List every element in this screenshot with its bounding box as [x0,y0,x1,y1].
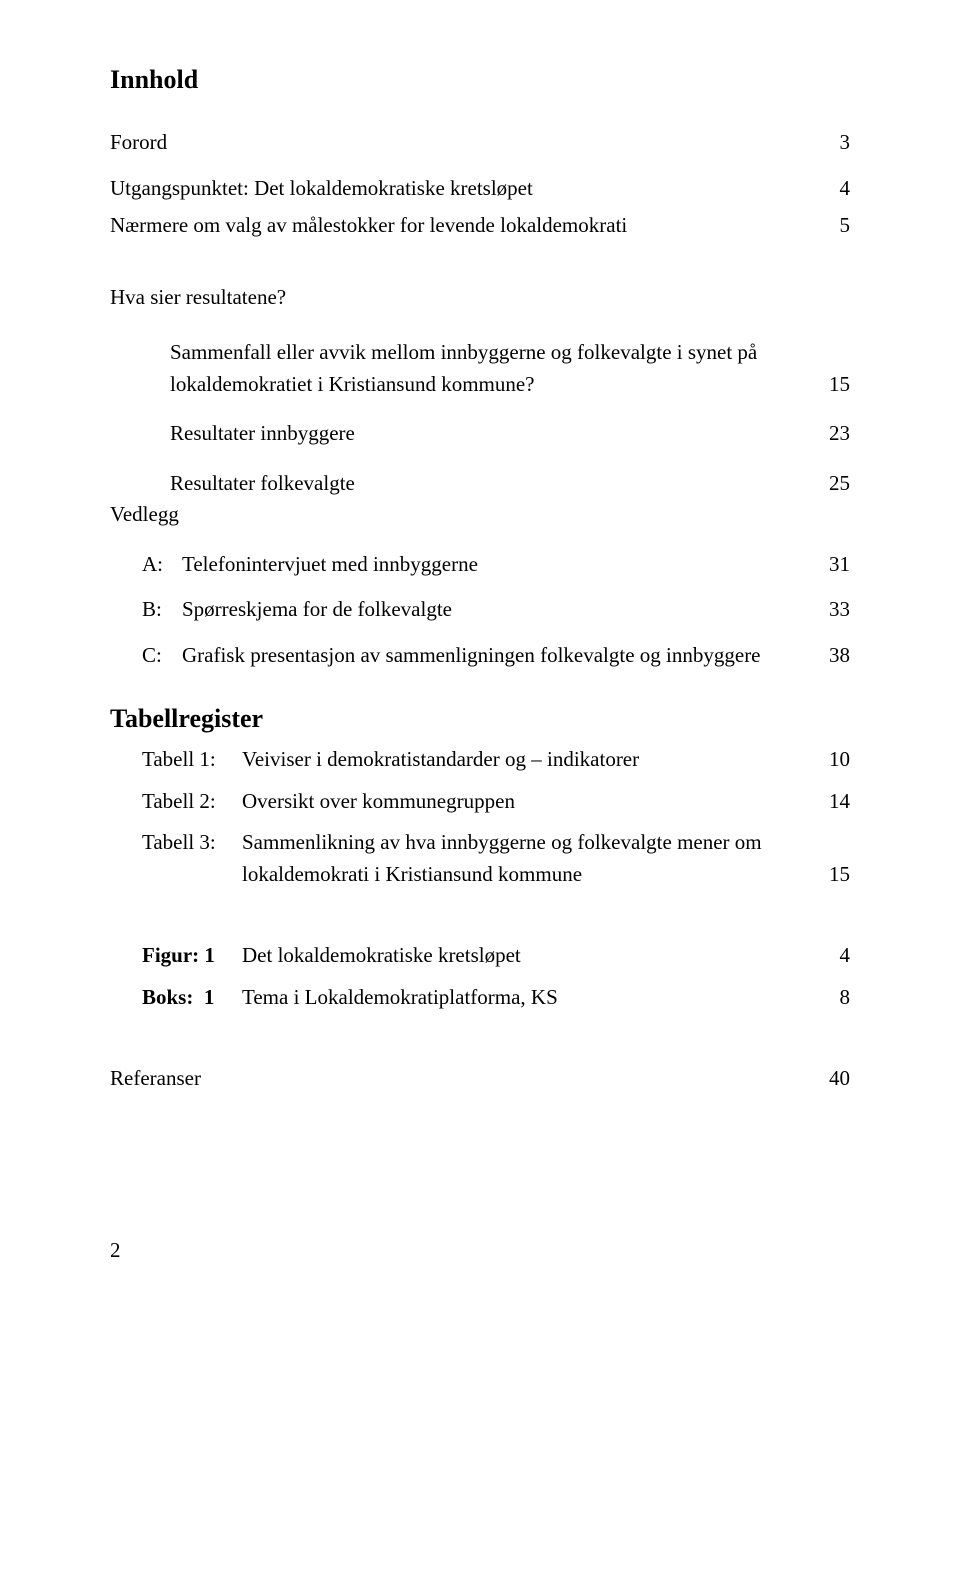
tabell-page: 14 [820,786,850,818]
vedlegg-item: B: Spørreskjema for de folkevalgte 33 [142,594,850,626]
resultater-innbyggere: Resultater innbyggere 23 [110,418,850,450]
tabell-tag: Tabell 1: [142,744,242,776]
toc-entry: Utgangspunktet: Det lokaldemokratiske kr… [110,173,850,205]
sammenfall-line1: Sammenfall eller avvik mellom innbyggern… [170,337,850,369]
tabell3-tag: Tabell 3: [142,827,242,859]
tabell3-page: 15 [820,859,850,891]
vedlegg-tag: A: [142,549,182,581]
vedlegg-page: 31 [820,549,850,581]
boks-page: 8 [820,982,850,1014]
vedlegg-tag: B: [142,594,182,626]
figur-label: Det lokaldemokratiske kretsløpet [242,940,820,972]
tabell-tag: Tabell 2: [142,786,242,818]
results-question: Hva sier resultatene? [110,282,850,314]
tabell-list: Tabell 1: Veiviser i demokratistandarder… [110,744,850,890]
tabell-item: Tabell 2: Oversikt over kommunegruppen 1… [142,786,850,818]
tabell-label: Oversikt over kommunegruppen [242,786,820,818]
toc-page: 3 [820,127,850,159]
boks-tag: Boks: 1 [142,982,242,1014]
referanser-entry: Referanser 40 [110,1063,850,1095]
figur-tag: Figur: 1 [142,940,242,972]
referanser-label: Referanser [110,1063,820,1095]
toc-entry: Forord 3 [110,127,850,159]
referanser-page: 40 [820,1063,850,1095]
boks-label: Tema i Lokaldemokratiplatforma, KS [242,982,820,1014]
res-folk-label: Resultater folkevalgte [170,468,820,500]
sammenfall-page: 15 [820,369,850,401]
vedlegg-item: A: Telefonintervjuet med innbyggerne 31 [142,549,850,581]
page-number: 2 [110,1235,850,1267]
tabell-item: Tabell 1: Veiviser i demokratistandarder… [142,744,850,776]
toc-label: Utgangspunktet: Det lokaldemokratiske kr… [110,173,820,205]
page-title: Innhold [110,60,850,99]
res-innb-page: 23 [820,418,850,450]
tabell3-line1: Tabell 3: Sammenlikning av hva innbygger… [142,827,850,859]
toc-entry: Nærmere om valg av målestokker for leven… [110,210,850,242]
vedlegg-tag: C: [142,640,182,672]
vedlegg-label: Telefonintervjuet med innbyggerne [182,549,820,581]
vedlegg-item: C: Grafisk presentasjon av sammenligning… [142,640,850,672]
toc-page: 4 [820,173,850,205]
sammenfall-line2: lokaldemokratiet i Kristiansund kommune? [170,369,820,401]
toc-label: Forord [110,127,820,159]
toc-label: Nærmere om valg av målestokker for leven… [110,210,820,242]
tabell-label: Veiviser i demokratistandarder og – indi… [242,744,820,776]
boks-item: Boks: 1 Tema i Lokaldemokratiplatforma, … [142,982,850,1014]
tabell-page: 10 [820,744,850,776]
figur-page: 4 [820,940,850,972]
vedlegg-page: 33 [820,594,850,626]
tabell3-line2: lokaldemokrati i Kristiansund kommune 15 [142,859,850,891]
res-innb-label: Resultater innbyggere [170,418,820,450]
top-section: Forord 3 Utgangspunktet: Det lokaldemokr… [110,127,850,242]
toc-page: 5 [820,210,850,242]
figur-boks-list: Figur: 1 Det lokaldemokratiske kretsløpe… [110,940,850,1013]
vedlegg-title: Vedlegg [110,499,850,531]
vedlegg-list: A: Telefonintervjuet med innbyggerne 31 … [110,549,850,672]
res-folk-page: 25 [820,468,850,500]
sammenfall-line2-row: lokaldemokratiet i Kristiansund kommune?… [170,369,850,401]
sammenfall-block: Sammenfall eller avvik mellom innbyggern… [110,337,850,400]
vedlegg-label: Grafisk presentasjon av sammenligningen … [182,640,820,672]
tabellregister-title: Tabellregister [110,699,850,738]
tabell3-text1: Sammenlikning av hva innbyggerne og folk… [242,827,820,859]
tabell3-text2: lokaldemokrati i Kristiansund kommune [242,859,820,891]
resultater-folkevalgte: Resultater folkevalgte 25 [110,468,850,500]
vedlegg-label: Spørreskjema for de folkevalgte [182,594,820,626]
figur-item: Figur: 1 Det lokaldemokratiske kretsløpe… [142,940,850,972]
vedlegg-page: 38 [820,640,850,672]
